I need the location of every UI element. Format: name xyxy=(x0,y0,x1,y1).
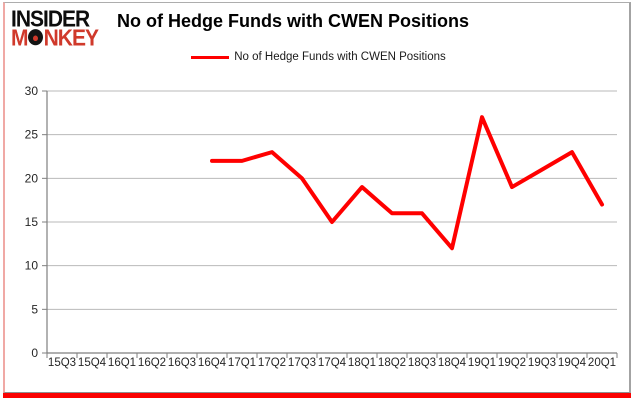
legend-line-swatch xyxy=(191,55,230,59)
x-axis-label: 18Q4 xyxy=(438,357,467,369)
x-axis-label: 19Q2 xyxy=(498,357,526,369)
y-axis-label: 30 xyxy=(25,84,39,98)
x-axis-label: 18Q1 xyxy=(348,357,376,369)
x-axis-label: 17Q2 xyxy=(258,357,286,369)
logo-insider-text: INSIDER xyxy=(11,6,90,32)
legend: No of Hedge Funds with CWEN Positions xyxy=(0,51,637,63)
x-axis-label: 16Q1 xyxy=(108,357,136,369)
x-axis-label: 15Q4 xyxy=(78,357,107,369)
x-axis-label: 15Q3 xyxy=(48,357,76,369)
x-axis-label: 16Q2 xyxy=(138,357,166,369)
logo-monkey-text: M NKEY xyxy=(11,26,99,51)
x-axis-label: 19Q3 xyxy=(528,357,556,369)
y-axis-label: 5 xyxy=(31,302,38,316)
x-axis-label: 20Q1 xyxy=(588,357,616,369)
y-axis-label: 0 xyxy=(31,346,38,360)
x-axis-label: 19Q4 xyxy=(558,357,587,369)
x-axis-label: 16Q4 xyxy=(198,357,227,369)
x-axis-label: 18Q2 xyxy=(378,357,406,369)
y-axis-label: 10 xyxy=(25,259,39,273)
x-axis-label: 17Q4 xyxy=(318,357,347,369)
x-axis-label: 16Q3 xyxy=(168,357,196,369)
y-axis-label: 15 xyxy=(25,215,39,229)
y-axis-label: 25 xyxy=(25,128,39,142)
insider-monkey-logo: INSIDER M NKEY xyxy=(11,6,99,51)
x-axis-label: 19Q1 xyxy=(468,357,496,369)
legend-label: No of Hedge Funds with CWEN Positions xyxy=(234,51,446,63)
x-axis-label: 17Q1 xyxy=(228,357,256,369)
chart-title: No of Hedge Funds with CWEN Positions xyxy=(117,11,469,31)
x-axis-label: 17Q3 xyxy=(288,357,316,369)
y-axis-label: 20 xyxy=(25,171,39,185)
x-axis-label: 18Q3 xyxy=(408,357,436,369)
line-chart: 0 5 10 15 20 25 30 15Q3 15Q4 16Q1 16Q2 16Q3 16Q4 17Q1… xyxy=(25,84,618,369)
monkey-face-icon xyxy=(28,29,44,46)
chart-line-series xyxy=(210,115,604,251)
